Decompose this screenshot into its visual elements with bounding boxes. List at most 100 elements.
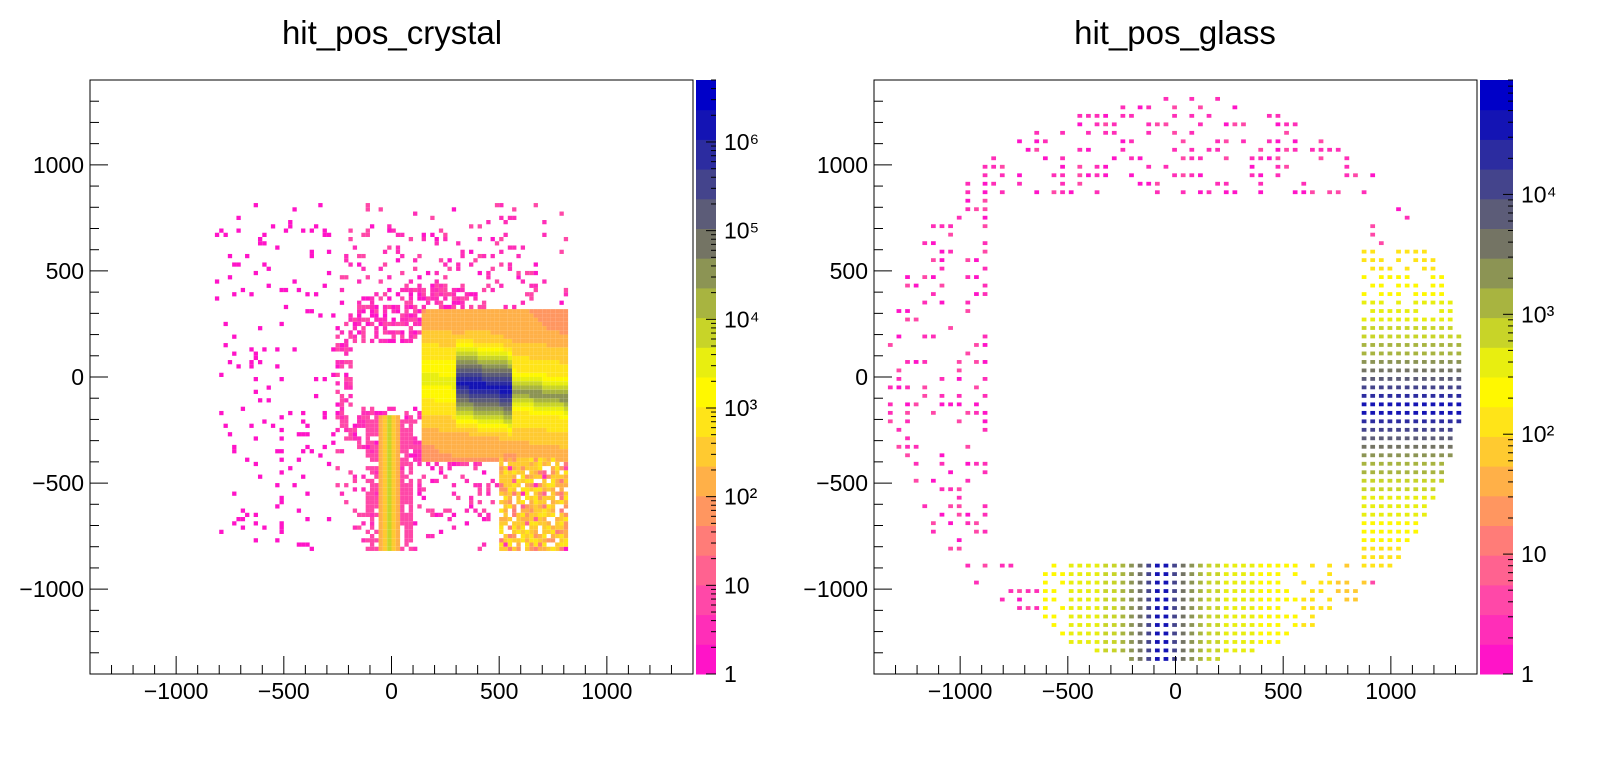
heatmap-cell [481, 253, 487, 259]
heatmap-cell [1129, 597, 1134, 602]
heatmap-cell [546, 444, 551, 450]
heatmap-cell [1223, 597, 1229, 602]
palette-swatch [696, 436, 716, 467]
heatmap-cell [525, 385, 530, 390]
heatmap-cell [348, 262, 353, 267]
heatmap-cell [529, 495, 534, 501]
heatmap-cell [473, 343, 478, 348]
heatmap-cell [913, 478, 919, 483]
heatmap-cell [456, 317, 461, 322]
heatmap-cell [481, 351, 487, 356]
heatmap-cell [1232, 623, 1238, 627]
heatmap-cell [456, 377, 461, 382]
heatmap-cell [563, 355, 569, 361]
heatmap-cell [374, 529, 379, 534]
heatmap-cell [1094, 640, 1100, 644]
heatmap-cell [1335, 147, 1341, 152]
heatmap-cell [563, 444, 569, 450]
heatmap-cell [507, 449, 513, 454]
heatmap-cell [559, 360, 564, 365]
heatmap-cell [443, 415, 448, 420]
heatmap-cell [1370, 453, 1376, 458]
heatmap-cell [503, 220, 508, 225]
heatmap-cell [486, 432, 491, 437]
heatmap-cell [512, 372, 517, 377]
heatmap-cell [537, 449, 543, 454]
heatmap-cell [555, 440, 560, 445]
heatmap-cell [481, 419, 487, 424]
heatmap-cell [352, 321, 358, 327]
heatmap-cell [537, 381, 543, 386]
heatmap-cell [408, 317, 414, 322]
heatmap-cell [1370, 444, 1376, 449]
heatmap-cell [533, 495, 538, 501]
heatmap-cell [326, 461, 332, 467]
heatmap-cell [520, 525, 526, 530]
palette-swatch [696, 406, 716, 437]
heatmap-cell [473, 321, 478, 327]
heatmap-cell [481, 381, 487, 386]
heatmap-cell [516, 406, 521, 411]
heatmap-cell [365, 415, 370, 420]
heatmap-cell [494, 381, 500, 386]
heatmap-cell [905, 283, 910, 288]
heatmap-cell [404, 512, 409, 518]
heatmap-cell [550, 436, 556, 441]
heatmap-cell [1215, 563, 1221, 568]
heatmap-cell [1404, 419, 1410, 424]
heatmap-cell [529, 385, 534, 390]
heatmap-cell [245, 253, 250, 259]
heatmap-cell [559, 474, 564, 479]
heatmap-cell [494, 427, 500, 433]
heatmap-cell [1396, 487, 1401, 492]
heatmap-cell [382, 470, 388, 475]
heatmap-cell [391, 436, 396, 441]
heatmap-cell [1206, 572, 1212, 576]
heatmap-cell [512, 478, 517, 484]
heatmap-cell [443, 326, 448, 331]
heatmap-cell [529, 542, 534, 547]
heatmap-cell [1404, 360, 1410, 364]
heatmap-cell [1077, 631, 1083, 636]
heatmap-cell [1068, 640, 1074, 644]
heatmap-cell [930, 521, 936, 526]
heatmap-cell [395, 309, 401, 314]
heatmap-cell [395, 529, 401, 534]
heatmap-cell [499, 444, 504, 450]
heatmap-cell [1378, 538, 1384, 543]
heatmap-cell [537, 368, 543, 373]
heatmap-cell [425, 457, 431, 462]
heatmap-cell [1154, 606, 1160, 610]
heatmap-cell [473, 415, 478, 420]
heatmap-cell [533, 393, 538, 399]
heatmap-cell [537, 440, 543, 445]
heatmap-cell [344, 436, 349, 441]
heatmap-cell [1404, 215, 1410, 220]
heatmap-cell [395, 449, 401, 454]
heatmap-cell [447, 347, 452, 352]
heatmap-cell [469, 364, 474, 369]
heatmap-cell [486, 313, 491, 318]
heatmap-cell [1447, 393, 1453, 398]
heatmap-cell [464, 398, 470, 403]
heatmap-cell [1439, 402, 1444, 407]
heatmap-cell [507, 461, 513, 467]
heatmap-cell [253, 389, 258, 394]
heatmap-cell [1404, 326, 1410, 330]
heatmap-cell [542, 419, 547, 424]
heatmap-cell [438, 364, 444, 369]
heatmap-cell [404, 440, 409, 445]
heatmap-cell [982, 249, 988, 254]
heatmap-cell [1172, 657, 1177, 661]
heatmap-cell [507, 504, 513, 509]
heatmap-cell [1361, 275, 1367, 279]
heatmap-cell [537, 542, 543, 547]
heatmap-cell [1120, 139, 1126, 144]
heatmap-cell [965, 198, 971, 203]
heatmap-cell [279, 436, 284, 441]
heatmap-cell [451, 313, 457, 318]
heatmap-cell [313, 393, 319, 399]
heatmap-cell [529, 355, 534, 361]
heatmap-cell [1292, 139, 1298, 144]
heatmap-cell [503, 334, 508, 339]
